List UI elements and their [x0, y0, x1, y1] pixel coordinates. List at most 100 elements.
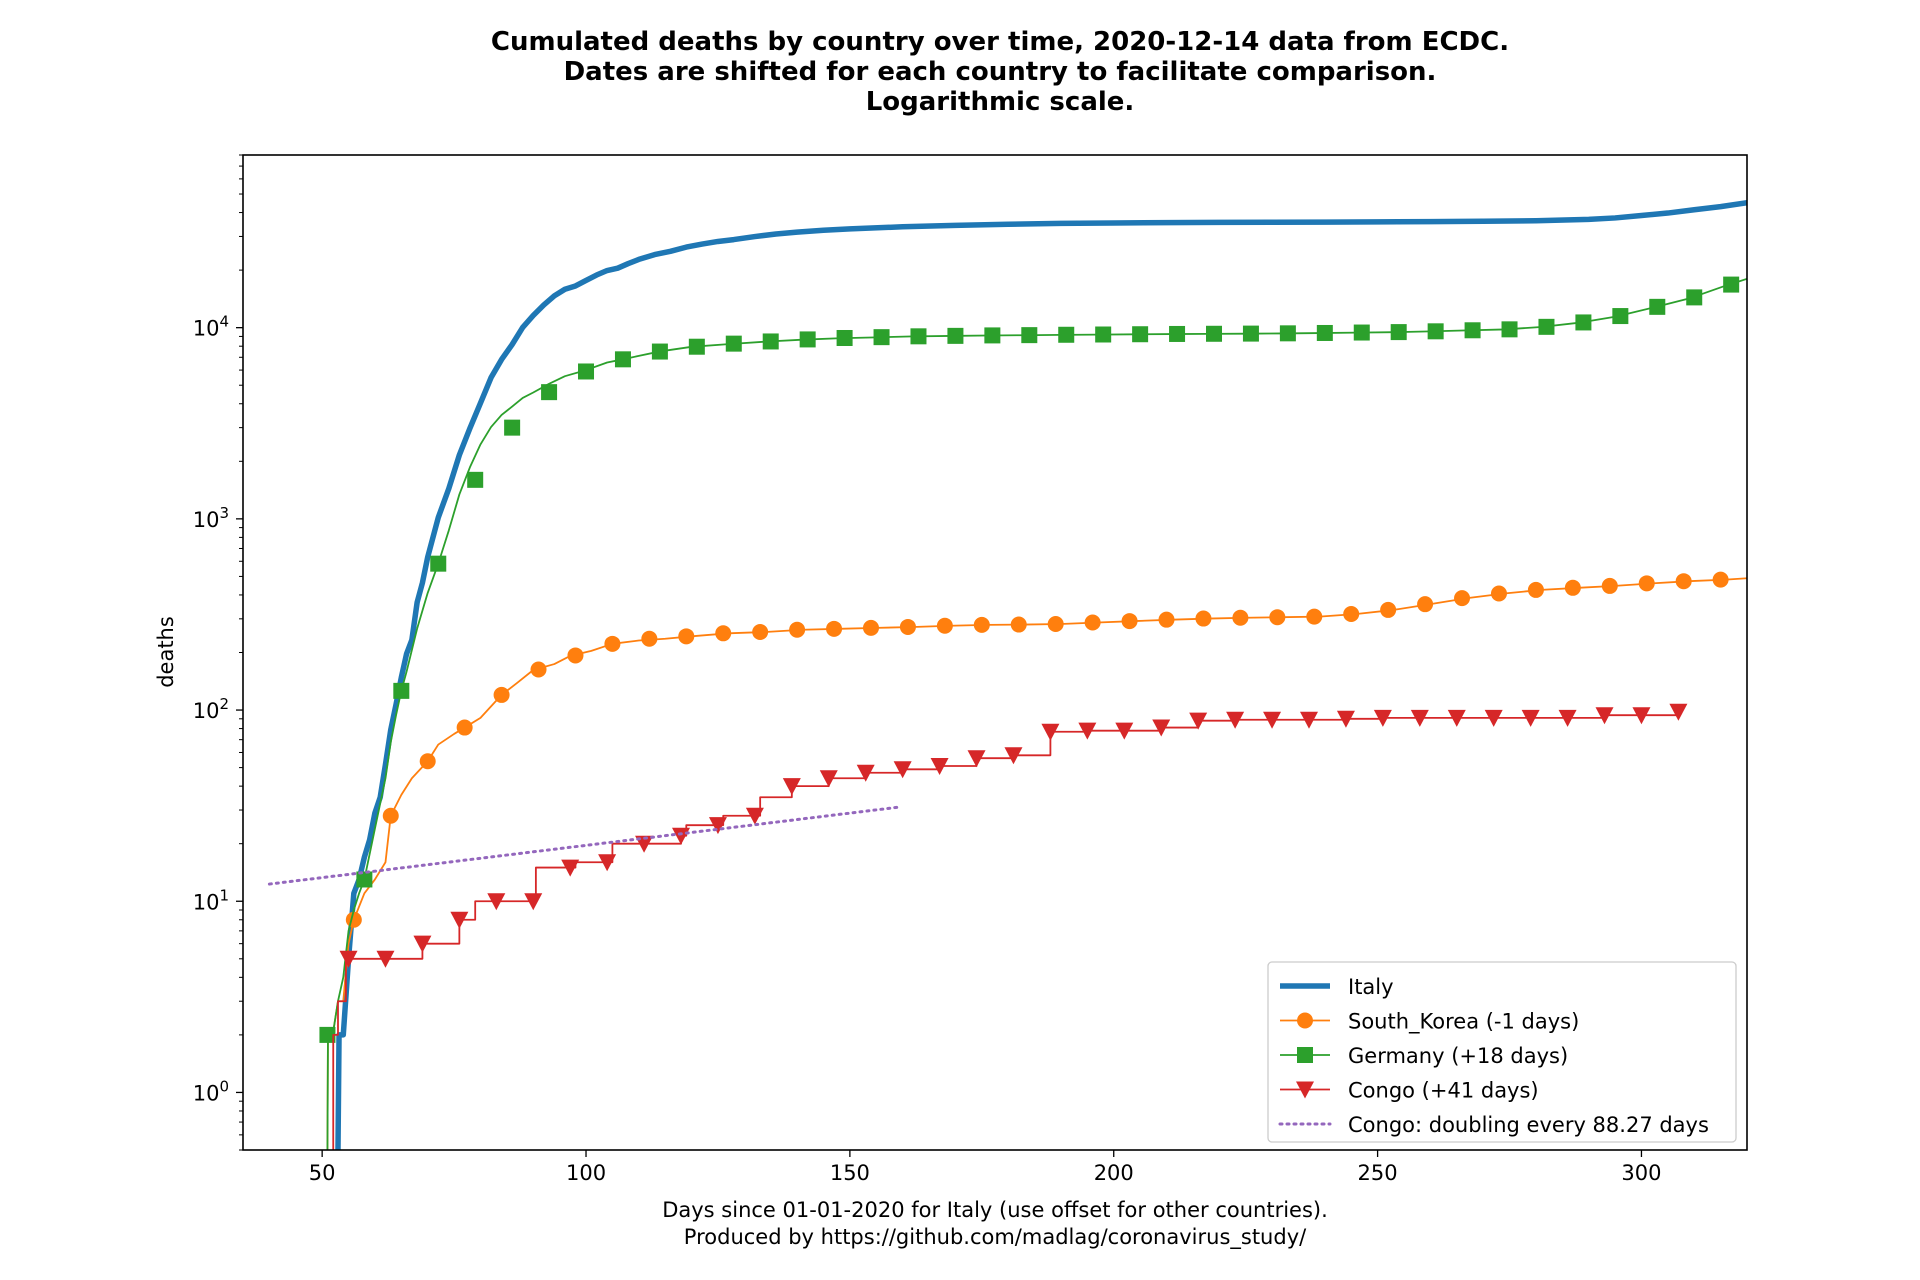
series-marker	[936, 617, 953, 634]
series-marker	[382, 807, 399, 824]
series-marker	[376, 950, 395, 968]
series-marker	[524, 893, 543, 911]
series-marker	[1501, 321, 1518, 338]
series-marker	[947, 327, 964, 344]
series-marker	[967, 750, 986, 768]
series-marker	[1669, 703, 1688, 721]
series-marker	[1390, 324, 1407, 341]
legend-label-2: Germany (+18 days)	[1348, 1044, 1568, 1068]
y-tick-label: 100	[193, 1077, 229, 1105]
series-marker	[1632, 707, 1651, 725]
series-marker	[930, 757, 949, 775]
series-marker	[541, 384, 558, 401]
series-marker	[456, 719, 473, 736]
series-marker	[688, 338, 705, 355]
series-marker	[1427, 323, 1444, 340]
series-marker	[984, 327, 1001, 344]
series-marker	[641, 630, 658, 647]
series-marker	[789, 621, 806, 638]
series-marker	[745, 807, 764, 825]
series-marker	[1464, 322, 1481, 339]
series-marker	[1723, 276, 1740, 293]
series-marker	[1269, 609, 1286, 626]
series-marker	[598, 854, 617, 872]
x-tick-label: 50	[309, 1161, 336, 1185]
series-marker	[826, 620, 843, 637]
series-marker	[1299, 711, 1318, 729]
series-marker	[604, 635, 621, 652]
series-marker	[339, 950, 358, 968]
series-marker	[450, 911, 469, 929]
series-marker	[1095, 326, 1112, 343]
series-layer	[267, 200, 1747, 1150]
series-marker	[614, 351, 631, 368]
series-marker	[1454, 590, 1471, 607]
series-marker	[413, 935, 432, 953]
series-marker	[467, 471, 484, 488]
series-marker	[1527, 581, 1544, 598]
series-marker	[1484, 709, 1503, 727]
series-marker	[799, 331, 816, 348]
series-1	[326, 571, 1747, 1150]
series-4	[267, 805, 899, 886]
ticks-layer: 50 100 150 200 250 300 100 101 102 103 104	[193, 154, 1662, 1185]
series-marker	[1084, 614, 1101, 631]
y-tick-label: 103	[193, 504, 229, 532]
series-marker	[1538, 318, 1555, 335]
series-marker	[1564, 579, 1581, 596]
series-marker	[651, 343, 668, 360]
series-marker	[567, 647, 584, 664]
y-tick-label: 102	[193, 695, 229, 723]
series-marker	[578, 363, 595, 380]
series-marker	[1447, 709, 1466, 727]
series-marker	[1595, 707, 1614, 725]
series-marker	[836, 329, 853, 346]
series-marker	[1558, 709, 1577, 727]
series-marker	[725, 335, 742, 352]
series-marker	[1686, 289, 1703, 306]
series-marker	[1115, 722, 1134, 740]
series-marker	[1189, 712, 1208, 730]
legend: Italy South_Korea (-1 days) Germany (+18 d…	[1267, 961, 1737, 1143]
series-marker	[1047, 615, 1064, 632]
series-marker	[873, 329, 890, 346]
legend-label-3: Congo (+41 days)	[1348, 1079, 1539, 1103]
series-marker	[1712, 571, 1729, 588]
x-tick-label: 200	[1094, 1161, 1134, 1185]
series-marker	[1279, 325, 1296, 342]
series-3	[332, 703, 1688, 1150]
series-marker	[1010, 616, 1027, 633]
series-marker	[1675, 573, 1692, 590]
chart-title-line-3: Logarithmic scale.	[866, 87, 1135, 117]
chart-title-line-2: Dates are shifted for each country to fa…	[564, 57, 1437, 87]
series-marker	[530, 661, 547, 678]
series-marker	[504, 419, 521, 436]
legend-label-0: Italy	[1348, 975, 1394, 999]
series-marker	[1353, 324, 1370, 341]
series-marker	[493, 686, 510, 703]
series-marker	[1649, 298, 1666, 315]
series-2	[319, 276, 1747, 1150]
series-marker	[1195, 610, 1212, 627]
legend-marker-2	[1297, 1047, 1313, 1063]
series-marker	[973, 616, 990, 633]
series-marker	[1078, 722, 1097, 740]
series-marker	[487, 893, 506, 911]
series-marker	[1638, 575, 1655, 592]
x-tick-label: 150	[830, 1161, 870, 1185]
series-marker	[782, 778, 801, 796]
series-marker	[1343, 605, 1360, 622]
series-marker	[1380, 601, 1397, 618]
series-marker	[678, 628, 695, 645]
series-marker	[1232, 609, 1249, 626]
y-axis-label: deaths	[154, 616, 178, 688]
x-tick-label: 250	[1358, 1161, 1398, 1185]
legend-label-1: South_Korea (-1 days)	[1348, 1010, 1579, 1035]
y-tick-label: 101	[193, 886, 229, 914]
series-marker	[1058, 326, 1075, 343]
series-marker	[1158, 611, 1175, 628]
y-tick-label: 104	[193, 313, 229, 341]
series-marker	[561, 859, 580, 877]
